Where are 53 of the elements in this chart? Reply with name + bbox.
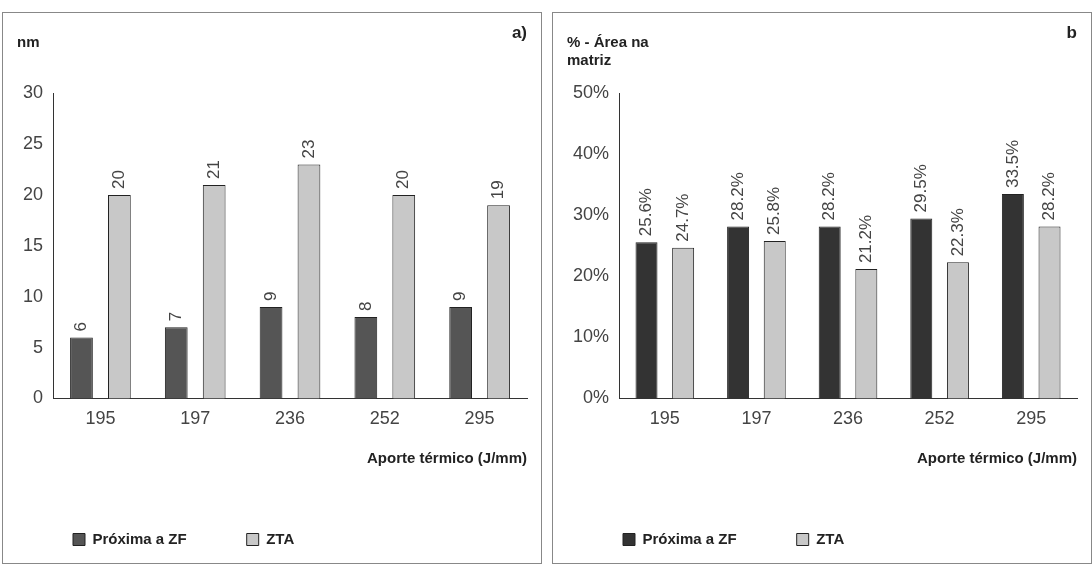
x-tick-label: 295 (1016, 408, 1047, 429)
data-label: 25.8% (764, 186, 784, 236)
data-label: 28.2% (819, 172, 839, 221)
data-label: 9 (450, 291, 470, 301)
data-label: 19 (488, 180, 508, 200)
x-tick-label: 252 (924, 408, 955, 429)
y-tick-label: 20% (573, 265, 610, 286)
y-tick-label: 40% (573, 143, 610, 164)
y-tick-label: 0 (33, 387, 44, 408)
x-tick-label: 197 (180, 408, 211, 429)
data-label: 28.2% (1039, 172, 1059, 221)
y-tick-label: 20 (22, 184, 44, 205)
x-tick-label: 236 (274, 408, 306, 429)
y-tick-label: 30% (573, 204, 610, 225)
y-tick-label: 50% (573, 82, 610, 103)
legend-label: Próxima a ZF (92, 529, 187, 547)
data-label: 28.2% (727, 172, 747, 221)
x-tick-label: 236 (832, 408, 864, 429)
legend-label: ZTA (816, 529, 845, 547)
data-label: 22.3% (947, 208, 967, 257)
x-tick-label: 197 (741, 408, 772, 429)
data-label: 23 (298, 139, 318, 159)
data-label: 25.6% (636, 188, 656, 237)
legend-label: ZTA (266, 529, 295, 547)
y-tick-label: 30 (22, 82, 44, 103)
chart-title: a) (511, 22, 527, 42)
y-tick-label: 10% (573, 326, 610, 347)
data-label: 33.5% (1002, 139, 1022, 189)
data-label: 20 (109, 170, 129, 190)
y-tick-label: 15 (22, 234, 44, 255)
y-axis-title: nm (17, 32, 40, 50)
y-axis-title: % - Área na matriz (567, 32, 650, 68)
x-axis-title: Aporte térmico (J/mm) (366, 449, 527, 467)
legend-label: Próxima a ZF (642, 529, 737, 547)
y-tick-label: 25 (22, 133, 44, 154)
data-label: 20 (393, 170, 413, 190)
x-tick-label: 252 (369, 408, 400, 429)
x-tick-label: 195 (649, 408, 680, 429)
data-label: 24.7% (672, 193, 692, 242)
data-label: 21.2% (856, 214, 876, 264)
data-label: 29.5% (910, 164, 930, 213)
data-label: 8 (355, 301, 375, 312)
y-tick-label: 10 (22, 285, 44, 306)
x-tick-label: 295 (464, 408, 495, 429)
y-tick-label: 0% (583, 387, 610, 408)
data-label: 7 (165, 311, 185, 322)
y-tick-label: 5 (33, 336, 44, 357)
data-label: 6 (71, 321, 91, 332)
chart-title: b (1066, 22, 1077, 42)
x-tick-label: 195 (85, 408, 116, 429)
data-label: 9 (260, 291, 280, 301)
x-axis-title: Aporte térmico (J/mm) (916, 449, 1077, 467)
data-label: 21 (203, 159, 223, 179)
